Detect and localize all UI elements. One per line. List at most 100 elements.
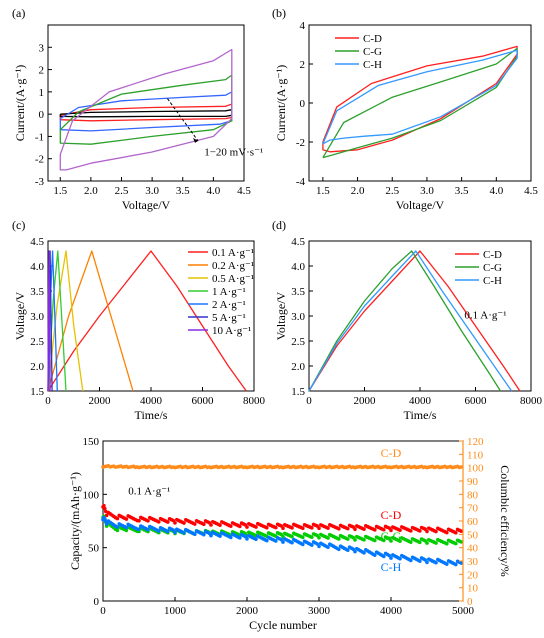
x-axis-label: Voltage/V (396, 198, 445, 212)
data-point (182, 531, 186, 535)
scan-rate-annotation: 1−20 mV·s⁻¹ (204, 146, 263, 158)
data-point (245, 525, 249, 529)
data-point (301, 526, 305, 530)
y-tick-label: 2 (39, 65, 45, 77)
y2-tick-label: 80 (467, 489, 479, 501)
data-point (193, 522, 197, 526)
data-point (245, 537, 249, 541)
y-tick-label: 0 (94, 596, 100, 608)
x-axis-label: Time/s (135, 408, 168, 422)
y-tick-label: -2 (296, 137, 305, 149)
data-point (166, 520, 170, 524)
y2-tick-label: 60 (467, 516, 479, 528)
data-point (459, 561, 464, 565)
data-point (290, 540, 294, 545)
data-point (238, 524, 242, 529)
legend-entry: C-H (483, 275, 502, 287)
data-point (310, 526, 314, 530)
data-point (373, 553, 377, 557)
data-point (166, 529, 170, 534)
y-tick-label: 50 (88, 543, 100, 555)
x-tick-label: 0 (45, 395, 51, 407)
y2-tick-label: 100 (467, 463, 484, 475)
y-axis-label: Voltage/V (274, 291, 288, 340)
data-point (274, 525, 278, 530)
current-density-annotation: 0.1 A·g⁻¹ (128, 485, 170, 497)
data-point (124, 528, 129, 533)
data-point (362, 551, 366, 555)
x-tick-label: 2.0 (84, 185, 98, 197)
scan-rate-arrow (167, 98, 199, 142)
y-tick-label: 1.5 (30, 386, 44, 398)
x-tick-label: 4000 (409, 395, 432, 407)
data-point (301, 535, 305, 540)
y-tick-label: 0 (300, 98, 306, 110)
data-point (317, 526, 321, 530)
data-point (373, 528, 377, 532)
x-tick-label: 8000 (520, 395, 543, 407)
y-tick-label: 4.0 (30, 261, 44, 273)
data-point (254, 525, 258, 529)
y-tick-label: 3.5 (291, 286, 305, 298)
data-point (104, 513, 109, 518)
x-tick-label: 3.0 (420, 185, 434, 197)
y-tick-label: 2.0 (30, 361, 44, 373)
y-tick-label: 4.5 (291, 236, 305, 248)
data-point (459, 540, 464, 544)
y-tick-label: 4.5 (30, 236, 44, 248)
x-tick-label: 4000 (140, 395, 163, 407)
series-line-10-a-g- (47, 250, 51, 392)
data-point (418, 540, 422, 545)
x-tick-label: 4.5 (237, 185, 251, 197)
y2-tick-label: 90 (467, 476, 479, 488)
data-point (459, 529, 464, 533)
data-point (445, 530, 449, 535)
data-point (115, 528, 120, 533)
curve-label: C-D (381, 508, 402, 522)
data-point (337, 526, 341, 531)
data-point (209, 533, 213, 538)
y-tick-label: 3.0 (291, 311, 305, 323)
data-point (290, 534, 294, 539)
data-point (290, 526, 294, 530)
data-point (202, 532, 206, 537)
y2-tick-label: 70 (467, 503, 479, 515)
y-tick-label: 2.5 (291, 336, 305, 348)
x-tick-label: 6000 (465, 395, 488, 407)
data-point (326, 526, 330, 530)
data-point (409, 540, 413, 544)
y-tick-label: -3 (35, 176, 45, 188)
curve-label: C-G (381, 529, 402, 543)
data-point (310, 543, 314, 547)
y-tick-label: -2 (35, 154, 44, 166)
series-c-d-efficiency (101, 464, 464, 470)
data-point (362, 527, 366, 531)
data-point (301, 542, 305, 547)
y-tick-label: 3.0 (30, 311, 44, 323)
series-line-0-5-a-g- (47, 250, 84, 392)
series-line-0-1-a-g- (47, 250, 247, 392)
x-tick-label: 0 (100, 605, 106, 617)
legend-entry: 10 A·g⁻¹ (212, 325, 251, 337)
y-tick-label: 2 (300, 59, 306, 71)
data-point (115, 516, 120, 521)
x-tick-label: 4.0 (489, 185, 503, 197)
data-point (346, 537, 350, 541)
y-tick-label: 4 (300, 20, 306, 32)
data-point (281, 540, 285, 544)
x-tick-label: 3000 (308, 605, 331, 617)
data-point (218, 534, 222, 538)
x-tick-label: 2.5 (385, 185, 399, 197)
data-point (104, 522, 109, 526)
data-point (389, 528, 393, 533)
data-point (103, 509, 108, 514)
data-point (229, 535, 233, 540)
legend-entry: C-D (363, 33, 382, 45)
legend-entry: C-G (363, 46, 382, 58)
x-tick-label: 1.5 (316, 185, 330, 197)
data-point (254, 537, 258, 542)
x-tick-label: 2000 (89, 395, 112, 407)
data-point (137, 527, 141, 532)
legend-entry: 1 A·g⁻¹ (212, 286, 246, 298)
